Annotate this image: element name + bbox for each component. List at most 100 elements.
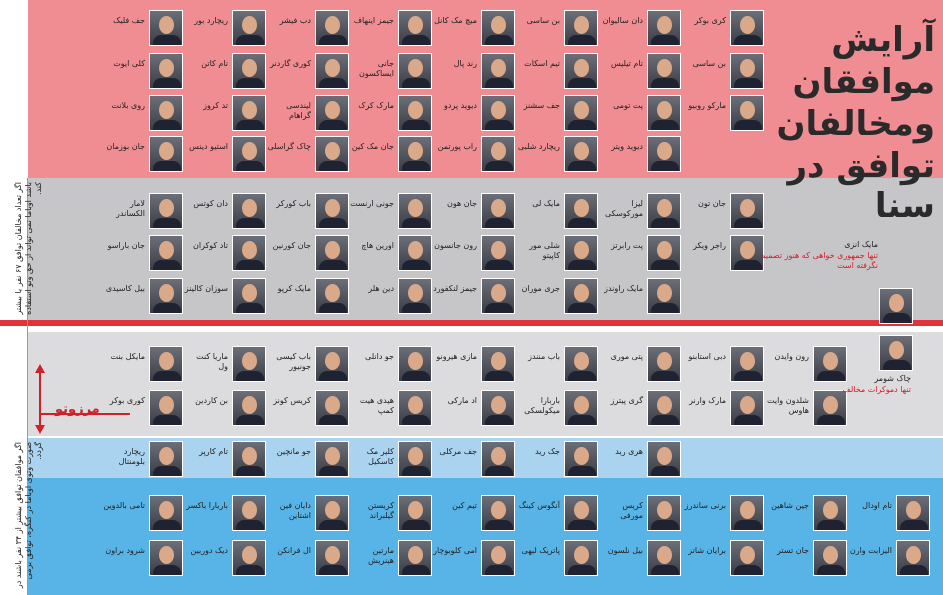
senator: هیدی هیت کمپ [352, 390, 432, 426]
senator-name: رون جانسون [434, 241, 477, 250]
senator-name: تیم اسکات [524, 59, 560, 68]
senator-name: مارک کرک [358, 101, 394, 110]
senator-name: تام کاتن [201, 59, 228, 68]
senator: مارک وارنر [684, 390, 764, 426]
senator: کری بوکر [684, 10, 764, 46]
senator-name: مارک وارنر [689, 396, 726, 405]
senator: دایان فین اشتاین [269, 495, 349, 531]
senator-name: مایک انزی [844, 240, 878, 249]
senator: دیک دوربین [186, 540, 266, 576]
portrait [730, 495, 764, 531]
senator-name: لیزا مورکوسکی [604, 199, 643, 218]
portrait [398, 441, 432, 477]
senator: دبی استابنو [684, 346, 764, 382]
senator: رون جانسون [434, 235, 515, 271]
portrait [232, 495, 266, 531]
senator-name: دبی استابنو [688, 352, 726, 361]
senator: رند پال [435, 53, 515, 89]
senator-name: رون وایدن [774, 352, 809, 361]
senator: مارکو روبیو [684, 95, 764, 131]
portrait [730, 193, 764, 229]
senator: امی کلوبوچار [433, 540, 515, 576]
senator-name: امی کلوبوچار [433, 546, 477, 555]
senator-name: کلیر مک کاسکیل [366, 447, 394, 466]
senator-name: سوزان کالینز [184, 284, 228, 293]
senator: بن ساسی [518, 10, 598, 46]
senator-name: جان هون [446, 199, 477, 208]
portrait [647, 193, 681, 229]
senator: کریس مورفی [601, 495, 681, 531]
portrait [647, 278, 681, 314]
senator: مازی هیرونو [435, 346, 515, 382]
portrait [481, 10, 515, 46]
senator-name: تاد کوکران [192, 241, 228, 250]
senator: اورین هاچ [352, 235, 432, 271]
senator: جف سشنز [518, 95, 598, 131]
portrait [398, 278, 432, 314]
senator-name: چاک شومر [874, 374, 911, 383]
senator: گری پیترز [601, 390, 681, 426]
senator-name: مازی هیرونو [436, 352, 477, 361]
portrait [315, 235, 349, 271]
portrait [149, 390, 183, 426]
senator-name: ریچارد بور [194, 16, 228, 25]
senator-name: مایک لی [532, 199, 560, 208]
portrait [647, 10, 681, 46]
senator-name: برایان شاتز [688, 546, 726, 555]
senator-name: باربارا باکسر [186, 501, 228, 510]
portrait [564, 278, 598, 314]
veto-arrow [35, 364, 130, 434]
senator-name: مارکو روبیو [688, 101, 726, 110]
senator: مارک کرک [352, 95, 432, 131]
portrait [315, 540, 349, 576]
senator: تیم کین [435, 495, 515, 531]
senator: استیو دینس [186, 136, 266, 172]
senator: تد کروز [186, 95, 266, 131]
divider [27, 178, 28, 595]
senator-name: راجر ویکر [693, 241, 726, 250]
portrait [149, 278, 183, 314]
senator: جک رید [518, 441, 598, 477]
portrait [647, 235, 681, 271]
senator-name: مایک راوندز [604, 284, 643, 293]
portrait [315, 278, 349, 314]
senator: جان کورنین [269, 235, 349, 271]
senator-name: دان کوتس [193, 199, 228, 208]
veto-label: مرزوتو [55, 402, 100, 417]
senator: تام کاتن [186, 53, 266, 89]
portrait [398, 540, 432, 576]
portrait [813, 540, 847, 576]
senator-name: دیک دوربین [190, 546, 228, 555]
senator-name: بیل نلسون [607, 546, 643, 555]
senator-name: جو مانچین [276, 447, 311, 456]
senator-name: آنگوس کینگ [518, 501, 560, 510]
portrait [730, 95, 764, 131]
portrait [481, 346, 515, 382]
senator: شرود براون [103, 540, 183, 576]
senator: کریس کونز [269, 390, 349, 426]
senator-name: استیو دینس [189, 142, 228, 151]
senator-name: پاتریک لیهی [521, 546, 560, 555]
portrait [149, 441, 183, 477]
senator: باربارا میکولسکی [518, 390, 598, 426]
portrait [647, 441, 681, 477]
senator: برنی ساندرز [684, 495, 764, 531]
senator: تاد کوکران [186, 235, 266, 271]
senator-name: جف سشنز [523, 101, 560, 110]
senator: تیم اسکات [518, 53, 598, 89]
senator: ریچارد بور [186, 10, 266, 46]
senator-name: جف مرکلی [439, 447, 477, 456]
senator-name: مایکل بنت [110, 352, 145, 361]
senator-name: اد مارکی [447, 396, 477, 405]
senator: لیزا مورکوسکی [601, 193, 681, 229]
senator: دان کوتس [186, 193, 266, 229]
senator: کریستن گیلبراند [352, 495, 432, 531]
senator: دان سالیوان [601, 10, 681, 46]
portrait [564, 193, 598, 229]
senator: بن کاردین [186, 390, 266, 426]
veto-line [0, 320, 943, 326]
senator: تام تیلیس [601, 53, 681, 89]
portrait [232, 390, 266, 426]
senator-name: لامار الکساندر [116, 199, 145, 218]
